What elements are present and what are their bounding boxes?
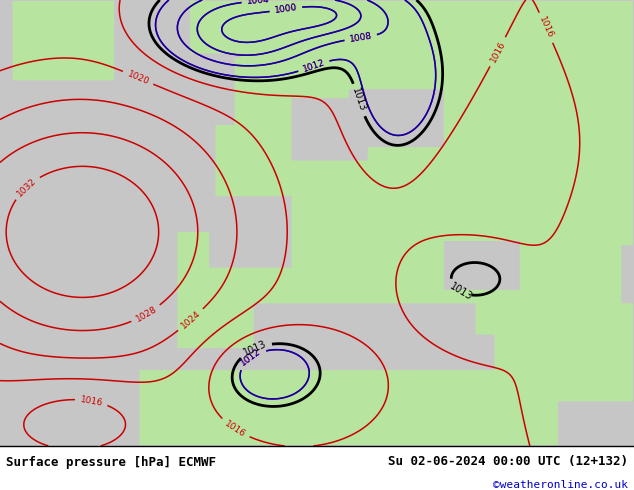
Text: 1000: 1000 <box>274 3 298 15</box>
Text: 1016: 1016 <box>79 394 103 408</box>
Text: 1032: 1032 <box>15 176 38 198</box>
Text: 1004: 1004 <box>246 0 269 6</box>
Text: 1016: 1016 <box>223 419 247 439</box>
Text: Su 02-06-2024 00:00 UTC (12+132): Su 02-06-2024 00:00 UTC (12+132) <box>387 455 628 468</box>
Text: 1020: 1020 <box>126 69 150 86</box>
Text: 1004: 1004 <box>246 0 269 6</box>
Text: 1012: 1012 <box>302 58 326 74</box>
Text: 1012: 1012 <box>239 347 263 368</box>
Text: 1008: 1008 <box>349 31 373 44</box>
Text: 1024: 1024 <box>179 309 202 331</box>
Text: 1012: 1012 <box>239 347 263 368</box>
Text: 1000: 1000 <box>274 3 298 15</box>
Text: 1013: 1013 <box>448 281 474 302</box>
Text: 1013: 1013 <box>350 87 368 113</box>
Text: 1013: 1013 <box>242 339 269 358</box>
Text: 1016: 1016 <box>488 40 507 64</box>
Text: 1028: 1028 <box>134 304 158 324</box>
Text: ©weatheronline.co.uk: ©weatheronline.co.uk <box>493 480 628 490</box>
Text: Surface pressure [hPa] ECMWF: Surface pressure [hPa] ECMWF <box>6 456 216 469</box>
Text: 1016: 1016 <box>537 15 555 40</box>
Text: 1012: 1012 <box>302 58 326 74</box>
Text: 1008: 1008 <box>349 31 373 44</box>
